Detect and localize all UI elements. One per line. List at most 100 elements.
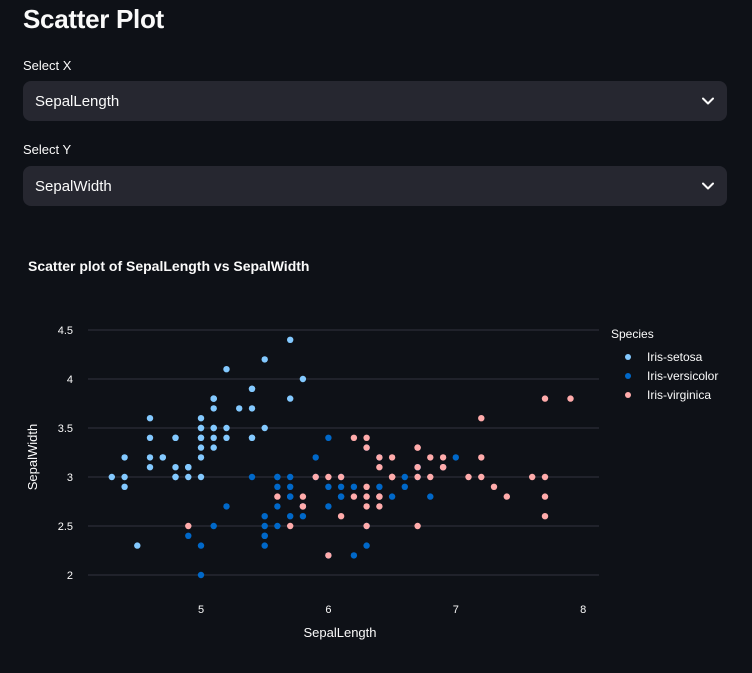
- data-point[interactable]: [261, 424, 268, 432]
- data-points[interactable]: [108, 336, 574, 579]
- data-point[interactable]: [376, 483, 383, 490]
- data-point[interactable]: [388, 473, 396, 481]
- data-point[interactable]: [350, 493, 358, 500]
- data-point[interactable]: [337, 493, 345, 500]
- data-point[interactable]: [350, 552, 358, 559]
- data-point[interactable]: [261, 532, 268, 539]
- data-point[interactable]: [261, 356, 268, 363]
- data-point[interactable]: [274, 503, 281, 510]
- data-point[interactable]: [490, 483, 498, 490]
- data-point[interactable]: [223, 434, 230, 441]
- data-point[interactable]: [439, 464, 447, 471]
- data-point[interactable]: [248, 473, 256, 481]
- data-point[interactable]: [452, 454, 459, 461]
- data-point[interactable]: [197, 542, 205, 549]
- data-point[interactable]: [337, 473, 345, 481]
- data-point[interactable]: [236, 405, 243, 412]
- select-x-dropdown[interactable]: SepalLength: [23, 81, 727, 121]
- data-point[interactable]: [210, 405, 217, 412]
- data-point[interactable]: [376, 493, 383, 500]
- data-point[interactable]: [325, 503, 332, 510]
- data-point[interactable]: [414, 473, 421, 481]
- data-point[interactable]: [465, 473, 472, 481]
- data-point[interactable]: [299, 513, 307, 520]
- data-point[interactable]: [325, 434, 332, 441]
- data-point[interactable]: [376, 503, 383, 510]
- data-point[interactable]: [197, 571, 205, 579]
- data-point[interactable]: [274, 473, 281, 481]
- data-point[interactable]: [541, 473, 549, 481]
- data-point[interactable]: [325, 483, 332, 490]
- data-point[interactable]: [274, 493, 281, 500]
- data-point[interactable]: [541, 395, 549, 402]
- data-point[interactable]: [287, 395, 294, 402]
- data-point[interactable]: [299, 375, 307, 383]
- data-point[interactable]: [210, 395, 217, 402]
- data-point[interactable]: [312, 454, 319, 461]
- data-point[interactable]: [325, 552, 332, 559]
- data-point[interactable]: [210, 424, 217, 432]
- data-point[interactable]: [401, 473, 408, 481]
- chevron-down-icon[interactable]: [701, 94, 715, 108]
- data-point[interactable]: [337, 513, 345, 520]
- data-point[interactable]: [172, 464, 179, 471]
- data-point[interactable]: [478, 473, 485, 481]
- data-point[interactable]: [261, 513, 268, 520]
- data-point[interactable]: [121, 454, 128, 461]
- data-point[interactable]: [350, 483, 358, 490]
- data-point[interactable]: [134, 542, 141, 549]
- data-point[interactable]: [325, 473, 332, 481]
- chevron-down-icon[interactable]: [701, 179, 715, 193]
- data-point[interactable]: [503, 493, 510, 500]
- data-point[interactable]: [248, 405, 256, 412]
- data-point[interactable]: [376, 464, 383, 471]
- data-point[interactable]: [197, 454, 205, 461]
- data-point[interactable]: [261, 522, 268, 530]
- data-point[interactable]: [363, 434, 370, 441]
- data-point[interactable]: [172, 434, 179, 441]
- data-point[interactable]: [197, 424, 205, 432]
- data-point[interactable]: [248, 434, 256, 441]
- data-point[interactable]: [299, 493, 307, 500]
- data-point[interactable]: [146, 464, 154, 471]
- data-point[interactable]: [261, 542, 268, 549]
- data-point[interactable]: [146, 454, 154, 461]
- data-point[interactable]: [388, 454, 396, 461]
- data-point[interactable]: [350, 434, 358, 441]
- data-point[interactable]: [210, 434, 217, 441]
- data-point[interactable]: [223, 424, 230, 432]
- data-point[interactable]: [146, 415, 154, 422]
- data-point[interactable]: [159, 454, 166, 461]
- data-point[interactable]: [223, 503, 230, 510]
- data-point[interactable]: [287, 522, 294, 530]
- data-point[interactable]: [478, 415, 485, 422]
- data-point[interactable]: [529, 473, 536, 481]
- data-point[interactable]: [108, 473, 116, 481]
- data-point[interactable]: [197, 444, 205, 451]
- data-point[interactable]: [401, 483, 408, 490]
- data-point[interactable]: [337, 483, 345, 490]
- data-point[interactable]: [172, 473, 179, 481]
- data-point[interactable]: [210, 522, 217, 530]
- data-point[interactable]: [376, 454, 383, 461]
- data-point[interactable]: [287, 483, 294, 490]
- data-point[interactable]: [210, 444, 217, 451]
- legend-item-virginica[interactable]: Iris-virginica: [611, 385, 718, 404]
- legend-item-setosa[interactable]: Iris-setosa: [611, 347, 718, 366]
- data-point[interactable]: [185, 522, 192, 530]
- data-point[interactable]: [274, 522, 281, 530]
- data-point[interactable]: [287, 336, 294, 343]
- data-point[interactable]: [197, 434, 205, 441]
- data-point[interactable]: [363, 522, 370, 530]
- data-point[interactable]: [439, 454, 447, 461]
- data-point[interactable]: [146, 434, 154, 441]
- data-point[interactable]: [363, 483, 370, 490]
- data-point[interactable]: [197, 473, 205, 481]
- data-point[interactable]: [414, 464, 421, 471]
- data-point[interactable]: [287, 493, 294, 500]
- data-point[interactable]: [388, 493, 396, 500]
- data-point[interactable]: [185, 532, 192, 539]
- data-point[interactable]: [541, 513, 549, 520]
- data-point[interactable]: [121, 473, 128, 481]
- data-point[interactable]: [248, 385, 256, 392]
